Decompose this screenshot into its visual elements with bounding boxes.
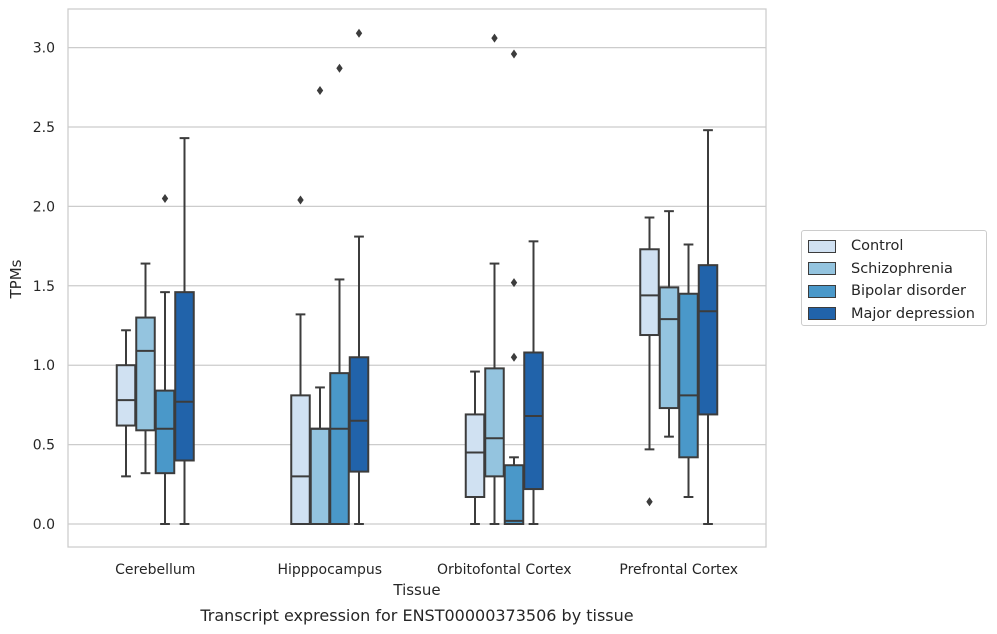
legend-swatch-schizophrenia xyxy=(808,262,836,276)
legend: Control Schizophrenia Bipolar disorder M… xyxy=(801,230,987,326)
box-iqr xyxy=(154,389,176,475)
box-iqr xyxy=(523,351,544,491)
box-cerebellum-bipolar-disorder xyxy=(154,193,176,525)
legend-item-control: Control xyxy=(808,235,986,258)
outlier-point xyxy=(510,49,518,59)
y-tick-label-0.0: 0.0 xyxy=(33,517,55,533)
box-cerebellum-major-depression xyxy=(174,137,195,525)
box-iqr xyxy=(290,394,311,526)
box-prefrontal-cortex-schizophrenia xyxy=(658,210,680,438)
box-prefrontal-cortex-control xyxy=(639,216,660,507)
y-axis-label: TPMs xyxy=(7,259,25,299)
legend-item-schizophrenia: Schizophrenia xyxy=(808,258,986,281)
y-tick-label-2.5: 2.5 xyxy=(33,120,55,136)
legend-swatch-bipolar-disorder xyxy=(808,284,836,298)
x-axis-label: Tissue xyxy=(392,581,440,599)
outlier-point xyxy=(316,85,324,95)
chart-caption: Transcript expression for ENST0000037350… xyxy=(200,606,634,625)
box-iqr xyxy=(678,292,699,459)
box-iqr xyxy=(309,427,331,525)
box-iqr xyxy=(464,413,486,499)
box-iqr xyxy=(115,364,137,427)
box-prefrontal-cortex-major-depression xyxy=(697,129,719,525)
legend-item-bipolar-disorder: Bipolar disorder xyxy=(808,280,986,303)
box-groups xyxy=(115,28,719,526)
y-tick-labels: 0.0 0.5 1.0 1.5 2.0 2.5 3.0 xyxy=(33,41,55,533)
box-hipppocampus-control xyxy=(290,195,311,526)
box-iqr xyxy=(484,367,505,478)
box-prefrontal-cortex-bipolar-disorder xyxy=(678,243,699,499)
plot-frame xyxy=(67,8,767,548)
legend-label-control: Control xyxy=(851,238,904,255)
box-iqr xyxy=(697,264,719,416)
outlier-point xyxy=(491,33,498,43)
legend-label-bipolar-disorder: Bipolar disorder xyxy=(851,283,966,300)
legend-label-schizophrenia: Schizophrenia xyxy=(851,260,953,277)
y-tick-label-3.0: 3.0 xyxy=(33,41,55,57)
outlier-point xyxy=(297,195,304,205)
legend-item-major-depression: Major depression xyxy=(808,303,986,326)
y-tick-label-0.5: 0.5 xyxy=(33,438,55,454)
box-iqr xyxy=(658,286,680,410)
box-iqr xyxy=(174,291,195,462)
box-cerebellum-schizophrenia xyxy=(135,262,156,475)
outlier-point xyxy=(510,278,518,288)
outlier-point xyxy=(510,352,518,362)
x-tick-label-cerebellum: Cerebellum xyxy=(115,562,195,578)
x-tick-label-prefrontal-cortex: Prefrontal Cortex xyxy=(619,562,738,578)
legend-swatch-control xyxy=(808,239,836,253)
box-orbitofontal-cortex-control xyxy=(464,370,486,525)
x-tick-label-orbitofontal-cortex: Orbitofontal Cortex xyxy=(437,562,572,578)
box-iqr xyxy=(503,464,525,525)
legend-swatch-major-depression xyxy=(808,307,836,321)
outlier-point xyxy=(646,497,653,507)
box-iqr xyxy=(329,372,350,526)
outlier-point xyxy=(161,193,169,203)
box-orbitofontal-cortex-schizophrenia xyxy=(484,33,505,525)
outlier-point xyxy=(336,63,343,73)
box-iqr xyxy=(135,316,156,432)
outlier-point xyxy=(355,28,363,38)
box-hipppocampus-major-depression xyxy=(348,28,370,525)
y-tick-label-1.0: 1.0 xyxy=(33,358,55,374)
box-iqr xyxy=(348,356,370,473)
x-tick-labels: Cerebellum Hipppocampus Orbitofontal Corte… xyxy=(115,562,738,578)
y-tick-label-1.5: 1.5 xyxy=(33,279,55,295)
box-orbitofontal-cortex-major-depression xyxy=(523,240,544,525)
box-hipppocampus-schizophrenia xyxy=(309,85,331,525)
box-hipppocampus-bipolar-disorder xyxy=(329,63,350,526)
x-tick-label-hipppocampus: Hipppocampus xyxy=(277,562,382,578)
legend-label-major-depression: Major depression xyxy=(851,305,975,322)
box-cerebellum-control xyxy=(115,329,137,478)
box-iqr xyxy=(639,248,660,337)
y-tick-label-2.0: 2.0 xyxy=(33,199,55,215)
box-orbitofontal-cortex-bipolar-disorder xyxy=(503,49,525,525)
